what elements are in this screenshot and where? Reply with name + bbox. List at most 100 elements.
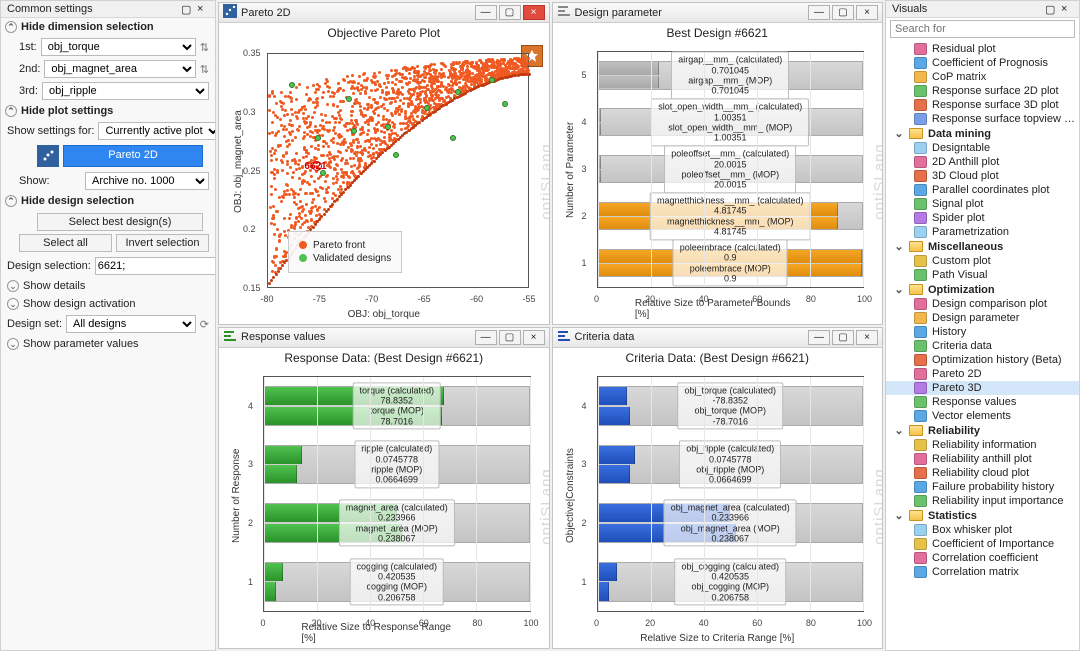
maximize-button[interactable]: ▢ — [499, 5, 521, 20]
hide-dim-head[interactable]: ⌃ Hide dimension selection — [1, 18, 215, 36]
tree-item[interactable]: Custom plot — [886, 254, 1079, 268]
design-param-body[interactable]: Best Design #6621 optiSLang airgap__mm_ … — [553, 23, 883, 324]
bars-icon — [557, 329, 571, 346]
axis2-select[interactable]: obj_magnet_area — [44, 60, 195, 78]
axis1-select[interactable]: obj_torque — [41, 38, 196, 56]
axis2-label: 2nd: — [19, 63, 40, 75]
criteria-ylabel: Objective|Constraints — [565, 448, 576, 543]
maximize-button[interactable]: ▢ — [832, 330, 854, 345]
design-param-title-text: Design parameter — [575, 7, 662, 19]
invert-selection-button[interactable]: Invert selection — [116, 234, 209, 252]
tree-item[interactable]: Vector elements — [886, 409, 1079, 423]
dock-icon[interactable]: ▢ — [1045, 3, 1057, 15]
tree-item[interactable]: Criteria data — [886, 339, 1079, 353]
close-button[interactable]: × — [856, 5, 878, 20]
show-activation-row[interactable]: ⌄ Show design activation — [1, 295, 215, 313]
tree-item[interactable]: Reliability input importance — [886, 494, 1079, 508]
minimize-button[interactable]: — — [808, 5, 830, 20]
pareto-chart-title: Objective Pareto Plot — [219, 23, 549, 43]
pareto-body[interactable]: Objective Pareto Plot optiSLang 6621 Par… — [219, 23, 549, 324]
dock-icon[interactable]: ▢ — [181, 3, 193, 15]
tree-item[interactable]: Response surface 3D plot — [886, 98, 1079, 112]
pareto-preview-icon — [37, 145, 59, 167]
criteria-chart-title: Criteria Data: (Best Design #6621) — [553, 348, 883, 368]
legend-front-text: Pareto front — [313, 240, 365, 251]
hide-design-head[interactable]: ⌃ Hide design selection — [1, 192, 215, 210]
common-settings-title: Common settings ▢ × — [1, 1, 215, 18]
show-param-row[interactable]: ⌄ Show parameter values — [1, 335, 215, 353]
hide-plot-head[interactable]: ⌃ Hide plot settings — [1, 102, 215, 120]
tree-item[interactable]: Parallel coordinates plot — [886, 183, 1079, 197]
tree-item[interactable]: Reliability anthill plot — [886, 452, 1079, 466]
tree-item[interactable]: Reliability cloud plot — [886, 466, 1079, 480]
expand-icon: ⌄ — [7, 338, 19, 350]
tree-item[interactable]: Box whisker plot — [886, 523, 1079, 537]
design-param-ylabel: Number of Parameter — [565, 122, 576, 218]
tree-item[interactable]: Path Visual — [886, 268, 1079, 282]
tree-item[interactable]: Pareto 2D — [886, 367, 1079, 381]
criteria-window: Criteria data — ▢ × Criteria Data: (Best… — [552, 327, 884, 650]
show-archive-select[interactable]: Archive no. 1000 — [85, 172, 209, 190]
tree-item[interactable]: Spider plot — [886, 211, 1079, 225]
visuals-search-input[interactable] — [890, 20, 1075, 38]
tree-item[interactable]: CoP matrix — [886, 70, 1079, 84]
minimize-button[interactable]: — — [808, 330, 830, 345]
tree-item[interactable]: Optimization history (Beta) — [886, 353, 1079, 367]
tree-item[interactable]: ⌄Reliability — [886, 423, 1079, 438]
minimize-button[interactable]: — — [475, 5, 497, 20]
pareto-plot-area: 6621 Pareto front Validated designs — [267, 53, 529, 288]
show-settings-select[interactable]: Currently active plot — [98, 122, 216, 140]
close-icon[interactable]: × — [1061, 3, 1073, 15]
tree-item[interactable]: Response surface topview … — [886, 112, 1079, 126]
close-icon[interactable]: × — [197, 3, 209, 15]
close-button[interactable]: × — [856, 330, 878, 345]
tree-item[interactable]: Parametrization — [886, 225, 1079, 239]
tree-item[interactable]: Correlation matrix — [886, 565, 1079, 579]
tree-item[interactable]: Signal plot — [886, 197, 1079, 211]
pareto-2d-button[interactable]: Pareto 2D — [63, 145, 203, 167]
select-all-button[interactable]: Select all — [19, 234, 112, 252]
tree-item[interactable]: Pareto 3D — [886, 381, 1079, 395]
maximize-button[interactable]: ▢ — [832, 5, 854, 20]
collapse-icon: ⌃ — [5, 105, 17, 117]
watermark-text: optiSLang — [872, 468, 883, 545]
tree-item[interactable]: 2D Anthill plot — [886, 155, 1079, 169]
watermark-text: optiSLang — [538, 468, 549, 545]
tree-item[interactable]: Correlation coefficient — [886, 551, 1079, 565]
tree-item[interactable]: Response surface 2D plot — [886, 84, 1079, 98]
close-button[interactable]: × — [523, 330, 545, 345]
tree-item[interactable]: ⌄Statistics — [886, 508, 1079, 523]
tree-item[interactable]: 3D Cloud plot — [886, 169, 1079, 183]
visuals-title: Visuals ▢ × — [886, 1, 1079, 18]
bars-icon — [557, 4, 571, 21]
maximize-button[interactable]: ▢ — [499, 330, 521, 345]
pareto-icon — [223, 4, 237, 21]
pareto-ylabel: OBJ: obj_magnet_area — [233, 110, 244, 213]
tree-item[interactable]: Coefficient of Importance — [886, 537, 1079, 551]
tree-item[interactable]: Reliability information — [886, 438, 1079, 452]
expand-icon: ⌄ — [7, 298, 19, 310]
design-set-select[interactable]: All designs — [66, 315, 196, 333]
axis3-select[interactable]: obj_ripple — [42, 82, 209, 100]
tree-item[interactable]: ⌄Optimization — [886, 282, 1079, 297]
tree-item[interactable]: History — [886, 325, 1079, 339]
tree-item[interactable]: Response values — [886, 395, 1079, 409]
close-button[interactable]: × — [523, 5, 545, 20]
tree-item[interactable]: Designtable — [886, 141, 1079, 155]
refresh-icon[interactable]: ⟳ — [200, 318, 209, 331]
tree-item[interactable]: Design comparison plot — [886, 297, 1079, 311]
minimize-button[interactable]: — — [475, 330, 497, 345]
response-body[interactable]: Response Data: (Best Design #6621) optiS… — [219, 348, 549, 649]
tree-item[interactable]: Design parameter — [886, 311, 1079, 325]
select-best-button[interactable]: Select best design(s) — [37, 213, 203, 231]
tree-item[interactable]: Failure probability history — [886, 480, 1079, 494]
tree-item[interactable]: ⌄Miscellaneous — [886, 239, 1079, 254]
tree-item[interactable]: Residual plot — [886, 42, 1079, 56]
swap-icon[interactable]: ⇅ — [200, 63, 209, 76]
show-details-row[interactable]: ⌄ Show details — [1, 277, 215, 295]
tree-item[interactable]: Coefficient of Prognosis — [886, 56, 1079, 70]
design-selection-input[interactable] — [95, 257, 216, 275]
swap-icon[interactable]: ⇅ — [200, 41, 209, 54]
criteria-body[interactable]: Criteria Data: (Best Design #6621) optiS… — [553, 348, 883, 649]
tree-item[interactable]: ⌄Data mining — [886, 126, 1079, 141]
